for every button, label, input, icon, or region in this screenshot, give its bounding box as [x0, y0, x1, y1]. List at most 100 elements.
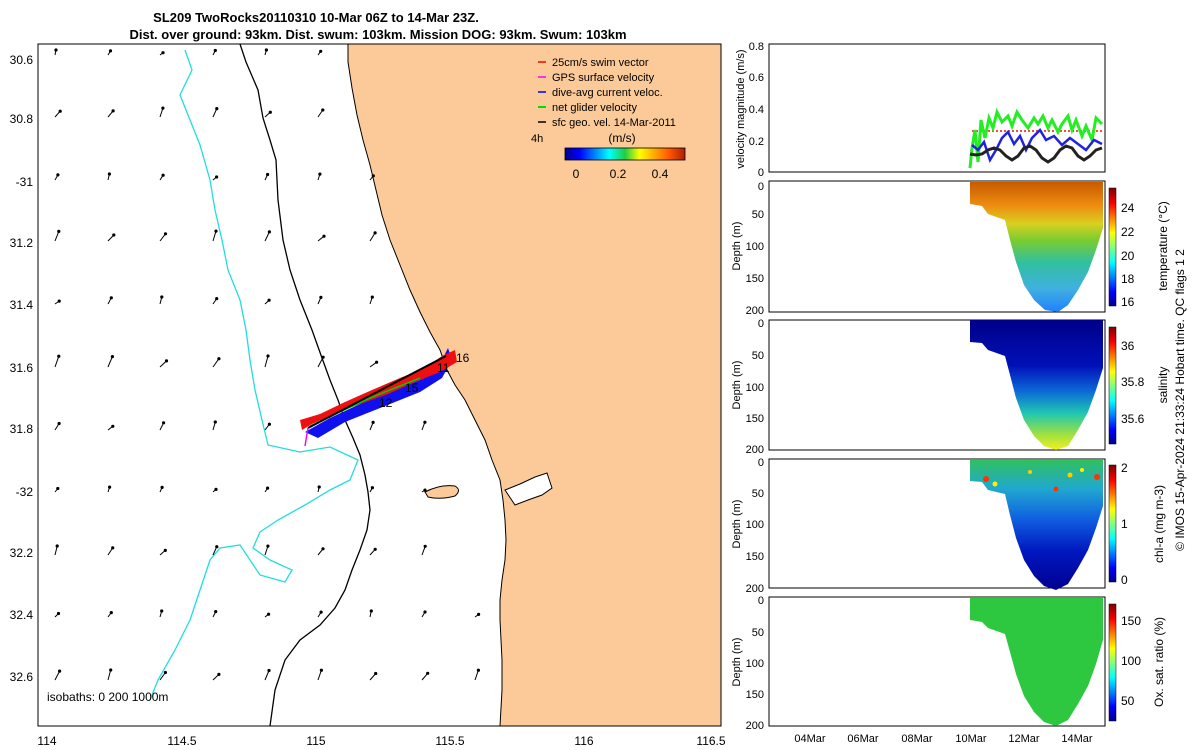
time-tick: 06Mar [847, 733, 879, 745]
colorbar-unit: (m/s) [608, 131, 635, 145]
velocity-arrowhead [373, 547, 377, 551]
velocity-arrow [212, 230, 217, 242]
velocity-arrowhead [56, 486, 60, 491]
velocity-arrowhead [160, 295, 164, 299]
chla-cbtick: 0 [1121, 573, 1128, 587]
velocity-arrowhead [161, 51, 165, 55]
velocity-arrowhead [112, 233, 116, 237]
depth-tick: 0 [758, 318, 764, 330]
time-tick: 10Mar [955, 733, 987, 745]
velocity-arrowhead [54, 48, 58, 52]
map-panel: 16 11 15 12 30.6 30.8 -31 31.2 31.4 31.6… [10, 43, 726, 748]
velocity-arrow [474, 670, 479, 681]
depth-tick: 50 [752, 209, 764, 221]
lat-tick: 31.8 [10, 422, 34, 436]
lat-tick: 31.4 [10, 298, 34, 312]
surface-velocity-arrows [54, 48, 481, 681]
depth-tick: 50 [752, 488, 764, 500]
velocity-arrowhead [319, 49, 323, 53]
velocity-arrowhead [163, 232, 168, 236]
oxygen-cblabel: Ox. sat. ratio (%) [1152, 617, 1166, 707]
legend-label-gps: GPS surface velocity [552, 72, 655, 84]
velocity-arrowhead [373, 231, 377, 235]
velocity-arrowhead [321, 547, 325, 551]
velocity-arrowhead [57, 421, 61, 426]
oxygen-colorbar [1108, 603, 1117, 722]
lon-tick: 116 [574, 734, 593, 748]
oxygen-section [970, 598, 1103, 726]
latitude-axis: 30.6 30.8 -31 31.2 31.4 31.6 31.8 -32 32… [10, 53, 34, 684]
time-tick: 14Mar [1061, 733, 1093, 745]
net-velocity-series [968, 107, 1104, 169]
temperature-cbtick: 16 [1121, 295, 1135, 309]
velocity-arrow [54, 356, 60, 368]
velocity-arrowhead [267, 230, 271, 234]
oxygen-ylabel: Depth (m) [731, 638, 743, 687]
velocity-arrowhead [163, 548, 167, 553]
velocity-arrowhead [317, 485, 321, 489]
track-label-16: 16 [456, 351, 470, 365]
oxygen-cbtick: 150 [1121, 614, 1141, 628]
velocity-arrowhead [108, 485, 112, 489]
velocity-arrow [317, 670, 322, 681]
vel-ytick: 0.6 [749, 72, 764, 84]
oxygen-cbtick: 100 [1121, 654, 1141, 668]
depth-tick: 150 [746, 551, 764, 563]
velocity-arrowhead [111, 424, 115, 428]
lon-tick: 114 [37, 734, 56, 748]
chla-section [970, 460, 1103, 590]
salinity-ylabel: Depth (m) [731, 361, 743, 410]
velocity-arrowhead [266, 486, 270, 490]
velocity-arrow [264, 670, 270, 681]
velocity-arrowhead [319, 668, 323, 672]
temperature-cbtick: 20 [1121, 249, 1135, 263]
land [347, 44, 721, 726]
chla-cbtick: 1 [1121, 517, 1128, 531]
oxygen-panel: 0 50 100 150 200 Depth (m) 150 100 50 Ox… [731, 595, 1166, 732]
depth-tick: 150 [746, 689, 764, 701]
colorbar-tick: 0 [573, 167, 580, 181]
velocity-arrowhead [423, 544, 427, 548]
lat-tick: 31.2 [10, 236, 34, 250]
velocity-arrow [264, 355, 269, 368]
chla-cblabel: chl-a (mg m-3) [1152, 485, 1166, 563]
velocity-arrowhead [214, 229, 218, 233]
velocity-arrowhead [215, 107, 219, 111]
velocity-arrowhead [161, 106, 165, 110]
velocity-arrowhead [57, 354, 61, 358]
colorbar-tick: 0.2 [610, 167, 627, 181]
vel-ytick: 0 [758, 167, 764, 179]
velocity-arrowhead [268, 110, 272, 114]
map-legend: 25cm/s swim vector GPS surface velocity … [531, 57, 686, 181]
velocity-arrowhead [426, 671, 430, 675]
velocity-panel-frame [768, 43, 1106, 173]
velocity-arrowhead [266, 544, 270, 548]
map-title-line1: SL209 TwoRocks20110310 10-Mar 06Z to 14-… [153, 10, 479, 25]
velocity-arrowhead [108, 49, 113, 53]
swim-vector-band [300, 350, 457, 430]
speed-colorbar [564, 147, 686, 161]
map-title-line2: Dist. over ground: 93km. Dist. swum: 103… [129, 27, 626, 42]
salinity-panel: 0 50 100 150 200 Depth (m) 36 35.8 35.6 … [731, 318, 1170, 456]
velocity-arrowhead [163, 670, 167, 675]
velocity-arrowhead [267, 612, 271, 616]
isobath-1000 [149, 49, 359, 701]
depth-tick: 100 [746, 658, 764, 670]
velocity-arrowhead [267, 668, 271, 673]
velocity-arrowhead [267, 422, 271, 426]
salinity-cbtick: 35.8 [1121, 375, 1145, 389]
velocity-arrow [212, 358, 220, 368]
isobaths-label: isobaths: 0 200 1000m [47, 690, 168, 704]
depth-tick: 50 [752, 350, 764, 362]
imos-footer: © IMOS 15-Apr-2024 21:33:24 Hobart time.… [1173, 249, 1187, 551]
velocity-arrowhead [476, 668, 480, 672]
velocity-ylabel: velocity magnitude (m/s) [735, 49, 747, 168]
velocity-arrowhead [319, 610, 323, 614]
velocity-arrowhead [213, 48, 217, 53]
velocity-arrow [107, 669, 112, 681]
dive-avg-series [971, 127, 1103, 163]
velocity-arrowhead [369, 609, 373, 613]
temperature-cbtick: 22 [1121, 225, 1135, 239]
vel-ytick: 0.8 [749, 41, 764, 53]
